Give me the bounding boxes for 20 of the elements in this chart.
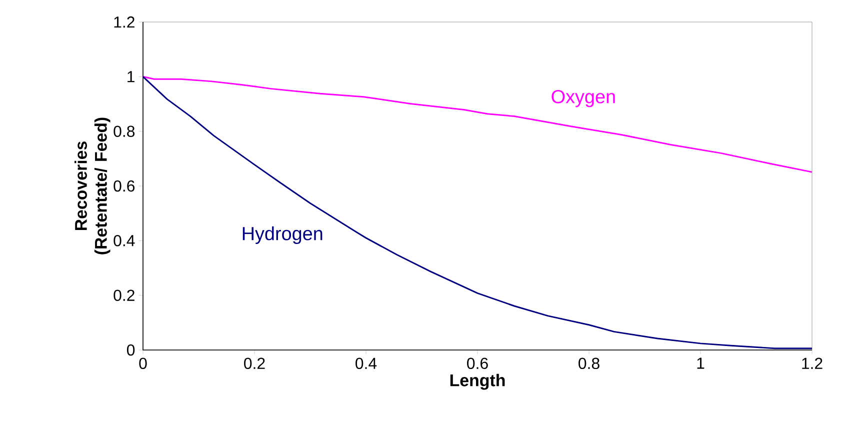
series-label: Hydrogen [242, 226, 322, 244]
x-tick-label: 1.2 [802, 358, 822, 369]
x-tick-label: 0.6 [467, 358, 488, 370]
x-tick-label: 0 [139, 358, 147, 370]
y-tick-label: 0.6 [114, 180, 135, 192]
x-axis-title: Length [450, 374, 505, 390]
y-tick-label: 1 [128, 71, 134, 82]
x-tick-label: 0.8 [578, 358, 600, 370]
y-tick-label: 0.2 [114, 290, 134, 301]
y-tick-label: 0.8 [114, 126, 135, 137]
x-tick-label: 0.2 [244, 358, 265, 370]
y-tick-label: 1.2 [114, 16, 134, 28]
line-series [142, 76, 813, 350]
x-tick-label: 0.4 [356, 358, 377, 370]
y-tick-label: 0 [126, 344, 135, 356]
line-series [142, 76, 813, 173]
y-tick-label: 0.4 [114, 235, 135, 246]
series-label: Oxygen [552, 90, 615, 108]
x-tick-label: 1 [697, 358, 704, 369]
y-axis-title: Recoveries (Retentate/ Feed) [74, 118, 110, 254]
